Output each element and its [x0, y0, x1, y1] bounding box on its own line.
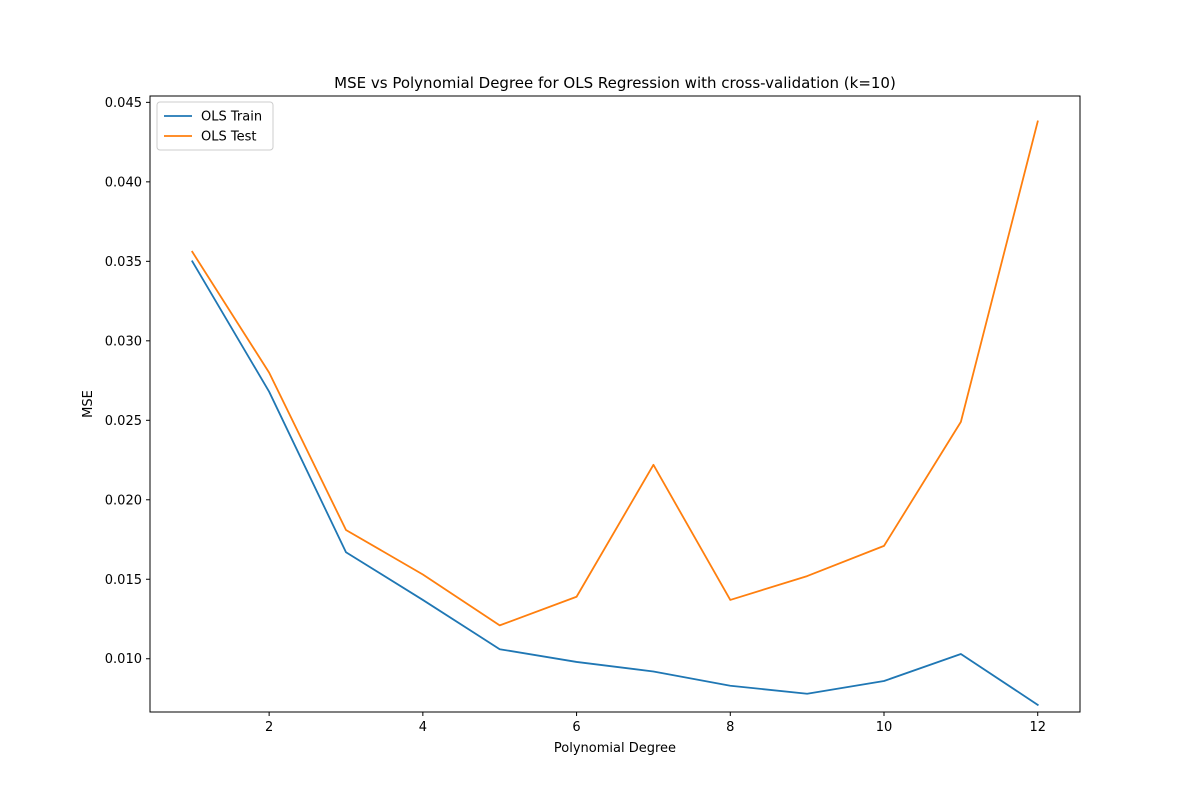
legend-label: OLS Train — [201, 110, 262, 125]
y-tick-label: 0.020 — [105, 493, 142, 508]
x-tick-label: 4 — [419, 720, 427, 735]
legend-label: OLS Test — [201, 130, 256, 145]
x-tick-label: 2 — [265, 720, 273, 735]
series-layer — [191, 120, 1039, 707]
x-tick-label: 6 — [572, 720, 580, 735]
y-tick-label: 0.035 — [105, 255, 142, 270]
x-tick-label: 8 — [726, 720, 734, 735]
y-tick-label: 0.030 — [105, 334, 142, 349]
chart-title: MSE vs Polynomial Degree for OLS Regress… — [334, 74, 896, 92]
legend: OLS Train OLS Test — [156, 101, 274, 151]
y-tick-label: 0.045 — [105, 96, 142, 111]
y-tick-label: 0.010 — [105, 652, 142, 667]
x-axis: 2 4 6 8 10 12 — [265, 712, 1046, 735]
y-tick-label: 0.025 — [105, 414, 142, 429]
x-tick-label: 10 — [876, 720, 893, 735]
x-axis-label: Polynomial Degree — [554, 741, 676, 756]
plot-frame — [149, 95, 1081, 713]
series-line-test — [191, 120, 1039, 627]
y-axis-label: MSE — [81, 390, 96, 418]
x-tick-label: 12 — [1029, 720, 1046, 735]
y-axis: 0.010 0.015 0.020 0.025 0.030 0.035 0.040 0.045 — [105, 96, 150, 667]
series-line-train — [191, 260, 1039, 707]
y-tick-label: 0.040 — [105, 175, 142, 190]
y-tick-label: 0.015 — [105, 573, 142, 588]
legend-box — [156, 101, 274, 151]
